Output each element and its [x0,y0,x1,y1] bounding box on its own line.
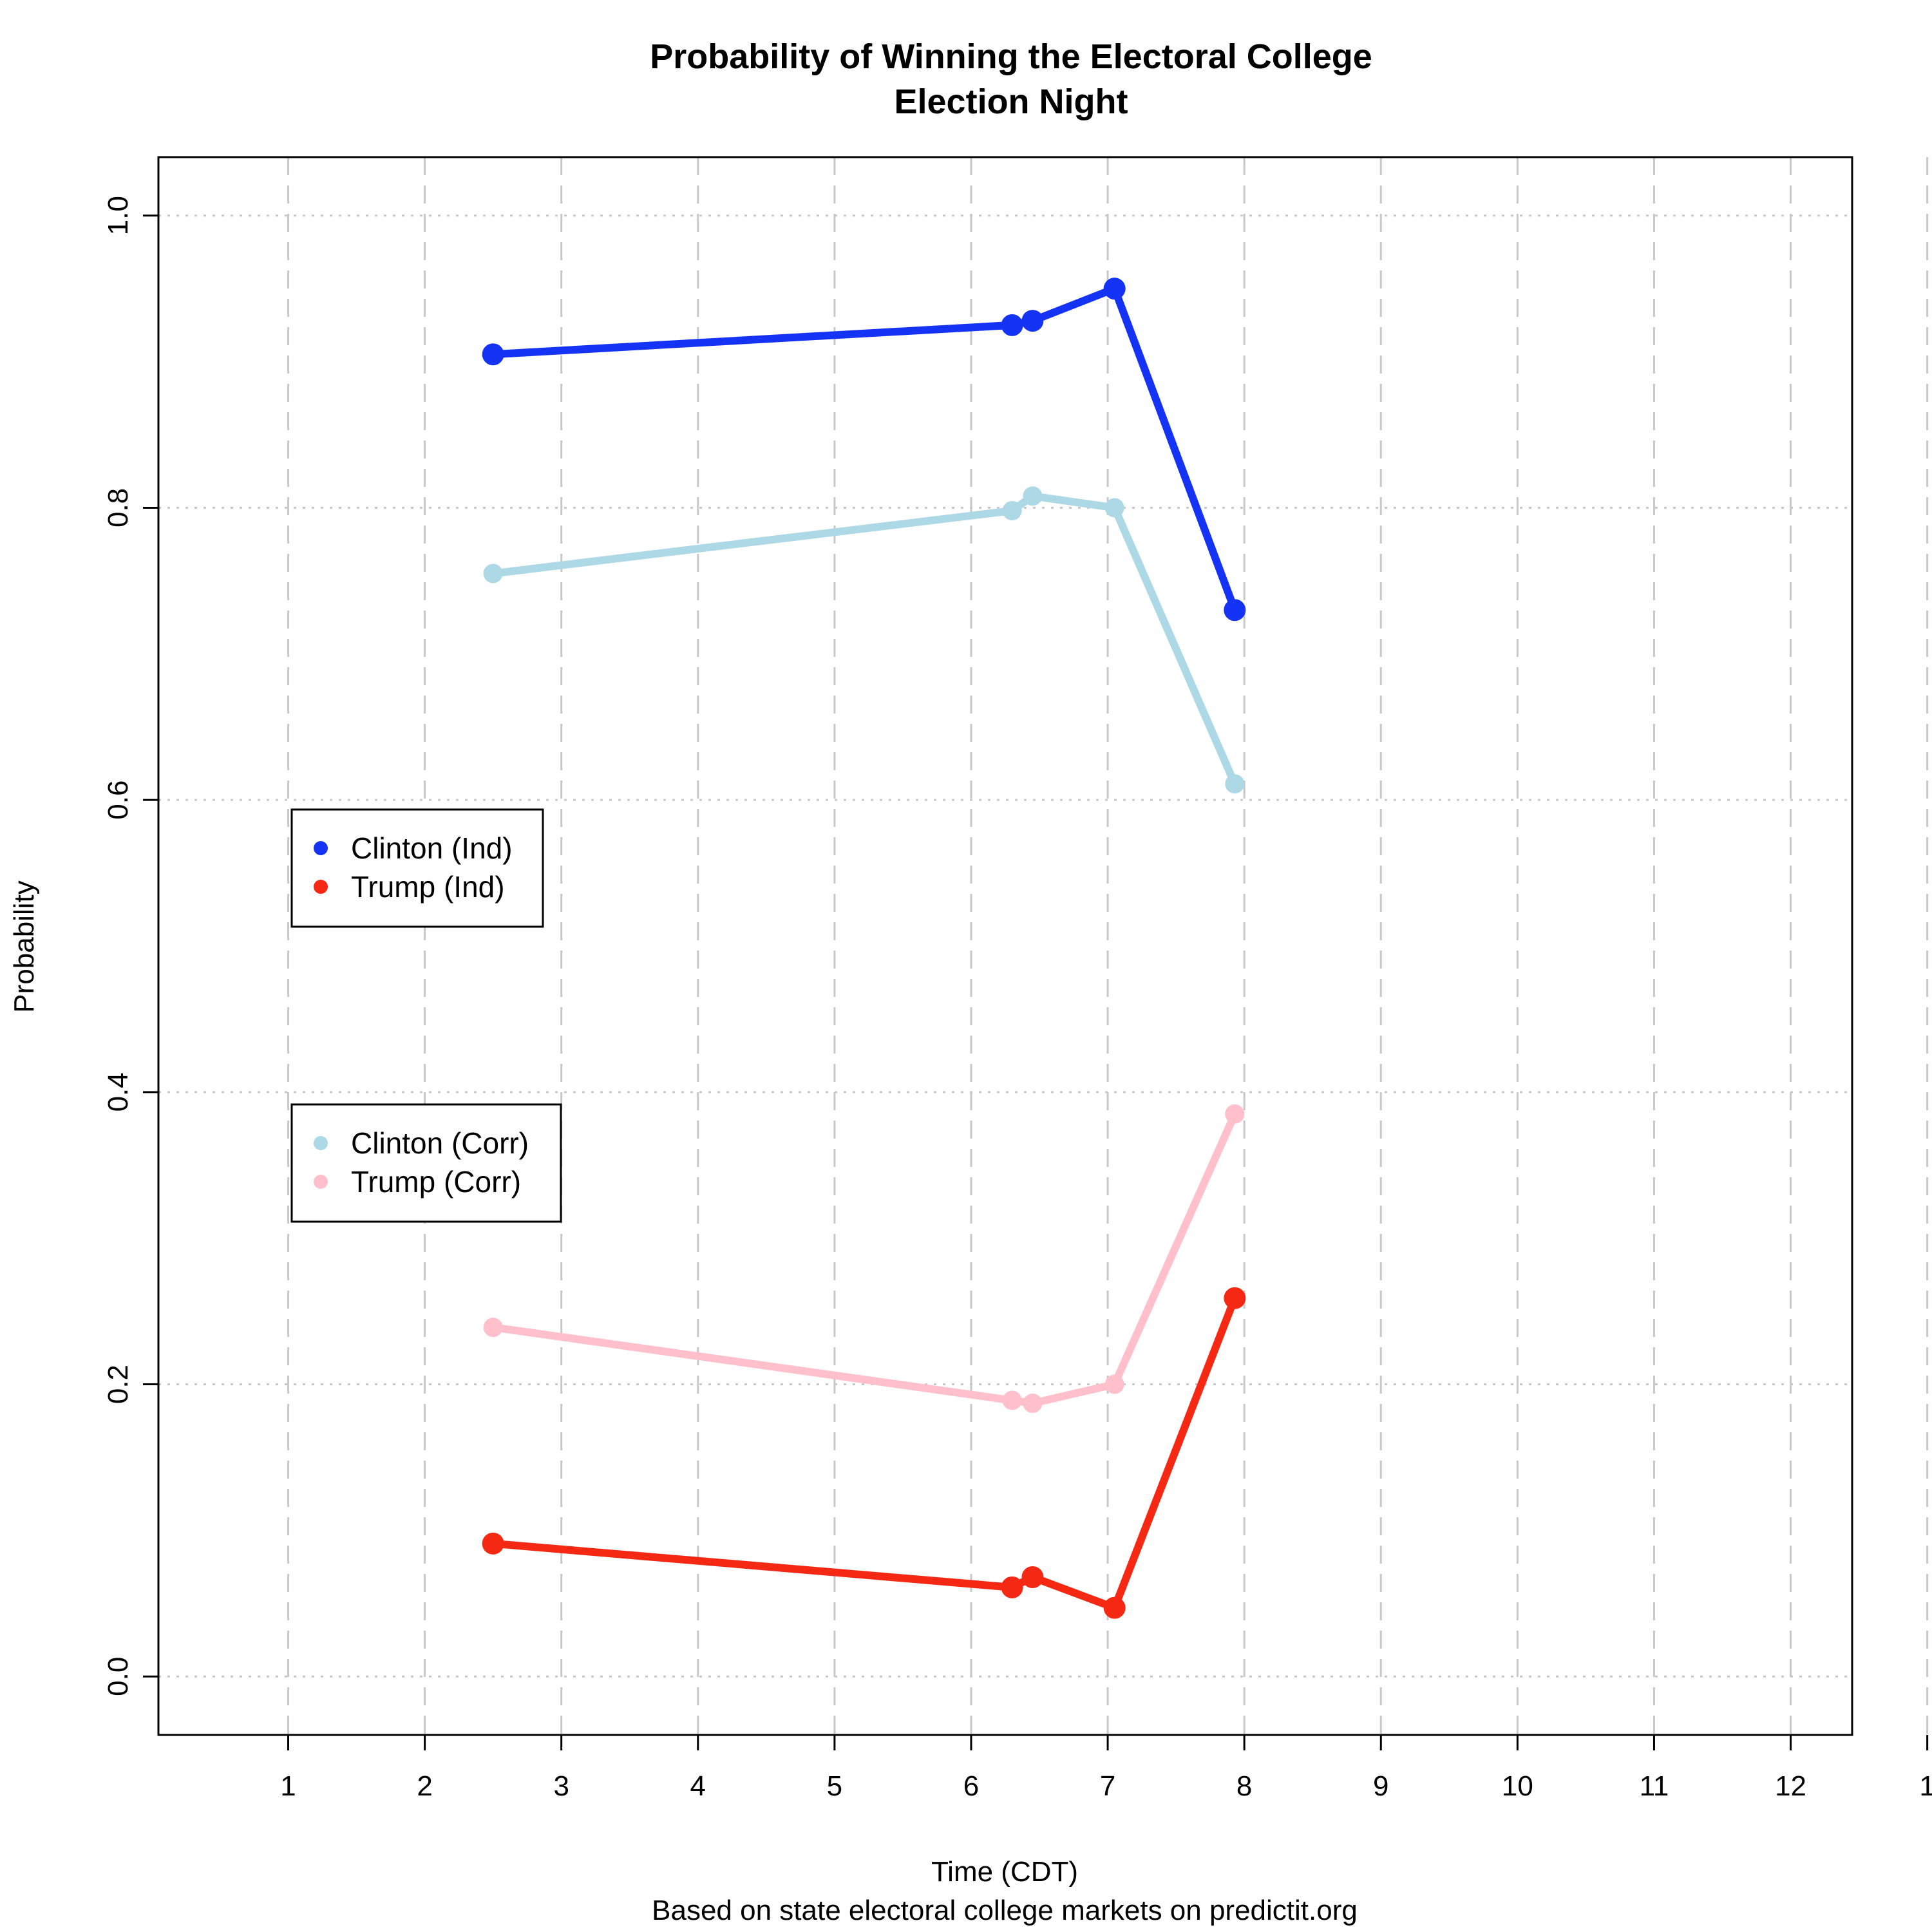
legend-marker [314,1136,328,1150]
data-point [1002,1390,1022,1410]
x-tick-label: 9 [1373,1770,1388,1802]
data-point [1224,1287,1246,1309]
x-tick-label: 11 [1640,1770,1669,1802]
data-point [482,343,504,366]
data-point [1021,1566,1044,1588]
series-clinton-ind [482,278,1246,621]
x-tick-label: 1 [280,1770,296,1802]
legend-marker [314,1175,328,1189]
legend-1: Clinton (Ind) Trump (Ind) [290,808,544,928]
data-point [1104,1374,1124,1394]
data-point [1001,314,1023,336]
y-tick-label: 0.0 [102,1657,134,1696]
data-point [1225,1104,1245,1124]
x-tick-label: 10 [1502,1770,1533,1802]
x-tick-label: 6 [963,1770,979,1802]
data-point [1002,500,1022,520]
legend-label: Clinton (Corr) [351,1126,529,1160]
chart-caption: Based on state electoral college markets… [652,1895,1358,1926]
data-point [1103,278,1126,300]
x-tick-label: 3 [553,1770,569,1802]
data-point [1023,1394,1043,1414]
data-point [1104,498,1124,518]
x-tick-label: 12 [1775,1770,1806,1802]
data-point [1023,486,1043,506]
x-axis: 123456789101112123456789101112 [280,1735,1932,1802]
series-clinton-corr [483,486,1245,794]
legend-box [290,808,544,928]
legend-label: Trump (Corr) [351,1165,521,1198]
y-tick-label: 0.8 [102,488,134,527]
legends: Clinton (Ind) Trump (Ind) Clinton (Corr) Tr… [290,808,562,1223]
y-axis-label: Probability [8,880,40,1012]
y-tick-label: 1.0 [102,196,134,235]
x-tick-label: 8 [1236,1770,1252,1802]
x-tick-label: 1 [1919,1770,1932,1802]
chart-subtitle: Election Night [895,82,1128,121]
legend-marker [314,841,328,855]
data-point [1103,1596,1126,1619]
y-tick-label: 0.2 [102,1365,134,1404]
series-trump-ind [482,1287,1246,1619]
data-point [1225,774,1245,794]
legend-label: Trump (Ind) [351,870,505,904]
plot-frame [157,156,1853,1736]
chart-title: Probability of Winning the Electoral Col… [650,37,1372,76]
data-point [1001,1576,1023,1598]
legend-label: Clinton (Ind) [351,831,513,865]
x-tick-label: 2 [417,1770,432,1802]
x-axis-label: Time (CDT) [931,1856,1078,1888]
data-point [1021,310,1044,332]
x-tick-label: 5 [827,1770,842,1802]
y-tick-label: 0.4 [102,1072,134,1112]
legend-box [290,1103,562,1223]
legend-marker [314,880,328,894]
series-trump-corr [483,1104,1245,1414]
data-point [482,1532,504,1555]
y-axis: 0.0 0.2 0.4 0.6 0.8 1.0 [102,196,158,1696]
data-point [1224,599,1246,621]
x-tick-label: 7 [1100,1770,1115,1802]
data-point [483,1318,503,1338]
x-tick-label: 4 [690,1770,706,1802]
legend-2: Clinton (Corr) Trump (Corr) [290,1103,562,1223]
y-tick-label: 0.6 [102,781,134,820]
data-point [483,564,503,583]
grid [158,157,1929,1735]
series-layer [482,278,1246,1619]
